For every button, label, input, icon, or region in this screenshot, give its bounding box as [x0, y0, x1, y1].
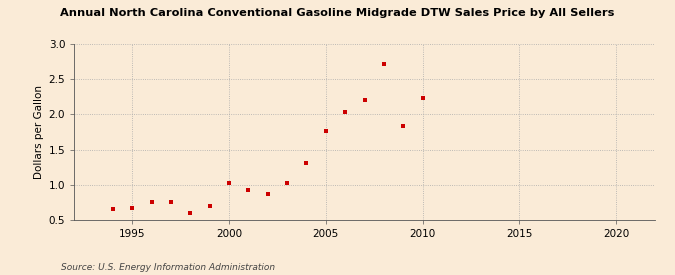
Text: Annual North Carolina Conventional Gasoline Midgrade DTW Sales Price by All Sell: Annual North Carolina Conventional Gasol… — [60, 8, 615, 18]
Y-axis label: Dollars per Gallon: Dollars per Gallon — [34, 85, 45, 179]
Text: Source: U.S. Energy Information Administration: Source: U.S. Energy Information Administ… — [61, 263, 275, 272]
